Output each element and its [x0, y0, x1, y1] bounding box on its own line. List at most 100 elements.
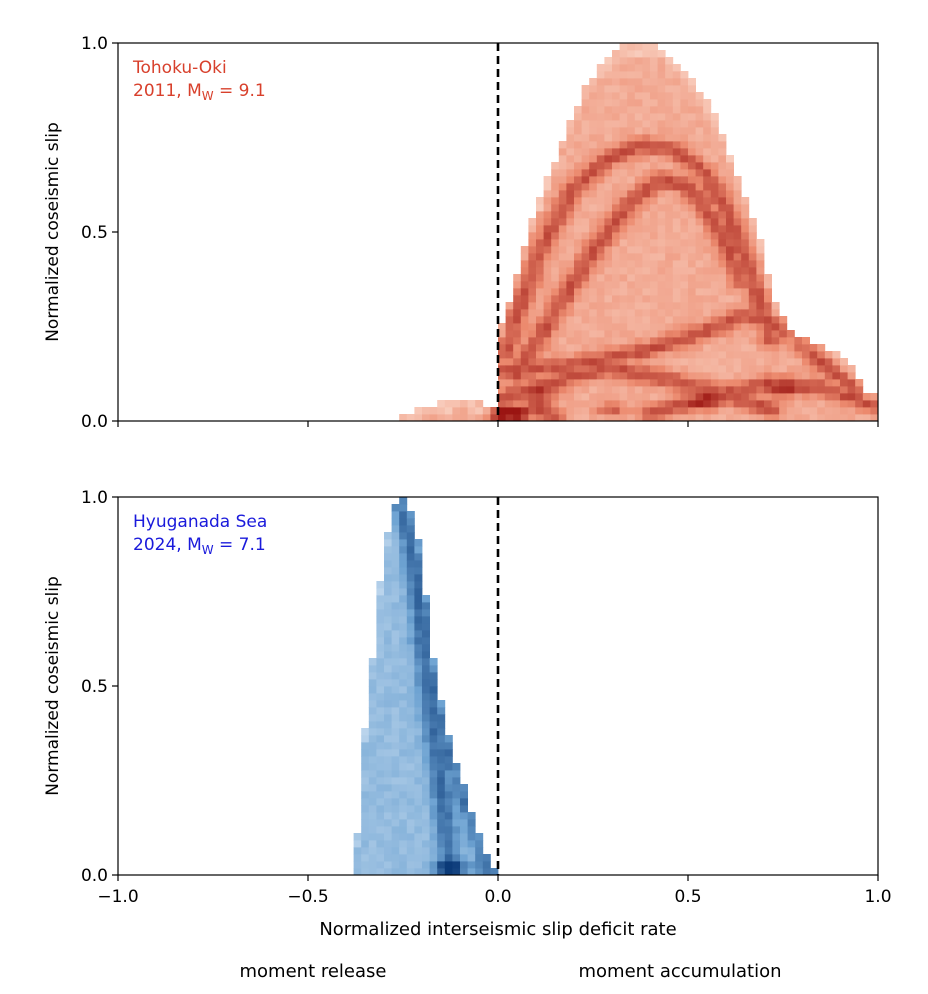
heatmap-cell — [703, 190, 712, 198]
heatmap-cell — [452, 847, 461, 855]
heatmap-cell — [596, 358, 605, 366]
heatmap-cell — [665, 323, 674, 331]
heatmap-cell — [536, 274, 544, 282]
heatmap-cell — [551, 169, 560, 177]
heatmap-cell — [361, 812, 370, 820]
heatmap-cell — [627, 407, 636, 415]
heatmap-cell — [574, 351, 582, 359]
heatmap-cell — [650, 288, 658, 296]
heatmap-cell — [589, 183, 598, 191]
heatmap-cell — [566, 176, 575, 184]
heatmap-cell — [695, 92, 704, 100]
heatmap-cell — [718, 358, 727, 366]
heatmap-cell — [672, 365, 681, 373]
heatmap-cell — [619, 211, 628, 219]
heatmap-cell — [634, 92, 643, 100]
heatmap-cell — [422, 679, 430, 687]
heatmap-cell — [414, 868, 423, 876]
heatmap-cell — [406, 742, 415, 750]
heatmap-cell — [391, 623, 400, 631]
heatmap-cell — [718, 218, 727, 226]
heatmap-cell — [368, 798, 377, 806]
heatmap-cell — [794, 379, 803, 387]
heatmap-cell — [528, 253, 537, 261]
heatmap-cell — [657, 120, 666, 128]
heatmap-cell — [596, 204, 605, 212]
heatmap-cell — [657, 386, 666, 394]
heatmap-cell — [817, 386, 826, 394]
heatmap-cell — [672, 92, 681, 100]
heatmap-cell — [581, 106, 590, 114]
heatmap-cell — [422, 763, 430, 771]
heatmap-cell — [733, 379, 742, 387]
heatmap-cell — [710, 183, 719, 191]
heatmap-cell — [756, 379, 765, 387]
heatmap-cell — [596, 78, 605, 86]
heatmap-cell — [612, 120, 620, 128]
heatmap-cell — [429, 854, 438, 862]
heatmap-cell — [771, 344, 780, 352]
heatmap-cell — [353, 847, 362, 855]
heatmap-cell — [551, 281, 560, 289]
heatmap-cell — [665, 309, 674, 317]
heatmap-cell — [710, 134, 719, 142]
heatmap-cell — [452, 763, 461, 771]
heatmap-cell — [612, 351, 620, 359]
heatmap-cell — [634, 197, 643, 205]
heatmap-cell — [627, 120, 636, 128]
heatmap-cell — [741, 232, 750, 240]
heatmap-cell — [604, 393, 613, 401]
heatmap-cell — [817, 344, 826, 352]
heatmap-cell — [437, 784, 446, 792]
heatmap-cell — [642, 323, 651, 331]
heatmap-cell — [551, 330, 560, 338]
heatmap-cell — [399, 525, 408, 533]
heatmap-cell — [619, 309, 628, 317]
heatmap-cell — [422, 770, 430, 778]
heatmap-cell — [604, 379, 613, 387]
heatmap-cell — [627, 330, 636, 338]
heatmap-cell — [695, 176, 704, 184]
heatmap-cell — [558, 246, 567, 254]
heatmap-cell — [376, 658, 385, 666]
heatmap-cell — [703, 183, 712, 191]
heatmap-cell — [634, 302, 643, 310]
heatmap-cell — [536, 218, 544, 226]
heatmap-cell — [513, 414, 522, 422]
heatmap-cell — [710, 120, 719, 128]
heatmap-cell — [589, 134, 598, 142]
heatmap-cell — [672, 85, 681, 93]
heatmap-cell — [612, 239, 620, 247]
heatmap-cell — [703, 400, 712, 408]
heatmap-cell — [733, 246, 742, 254]
heatmap-cell — [634, 176, 643, 184]
heatmap-cell — [574, 337, 582, 345]
heatmap-cell — [855, 386, 864, 394]
heatmap-cell — [642, 148, 651, 156]
heatmap-cell — [832, 400, 841, 408]
heatmap-cell — [604, 267, 613, 275]
moment-release-note: moment release — [240, 961, 387, 982]
heatmap-cell — [627, 225, 636, 233]
heatmap-cell — [748, 365, 757, 373]
heatmap-cell — [604, 253, 613, 261]
heatmap-cell — [672, 134, 681, 142]
heatmap-cell — [733, 197, 742, 205]
heatmap-cell — [726, 225, 734, 233]
heatmap-cell — [414, 414, 423, 422]
heatmap-cell — [726, 169, 734, 177]
heatmap-cell — [581, 295, 590, 303]
heatmap-cell — [581, 162, 590, 170]
heatmap-cell — [726, 407, 734, 415]
heatmap-cell — [604, 351, 613, 359]
heatmap-cell — [627, 400, 636, 408]
heatmap-cell — [650, 106, 658, 114]
heatmap-cell — [520, 288, 529, 296]
heatmap-cell — [779, 407, 788, 415]
heatmap-cell — [840, 414, 848, 422]
heatmap-cell — [642, 344, 651, 352]
heatmap-cell — [422, 686, 430, 694]
heatmap-cell — [391, 525, 400, 533]
heatmap-cell — [642, 379, 651, 387]
heatmap-cell — [612, 337, 620, 345]
